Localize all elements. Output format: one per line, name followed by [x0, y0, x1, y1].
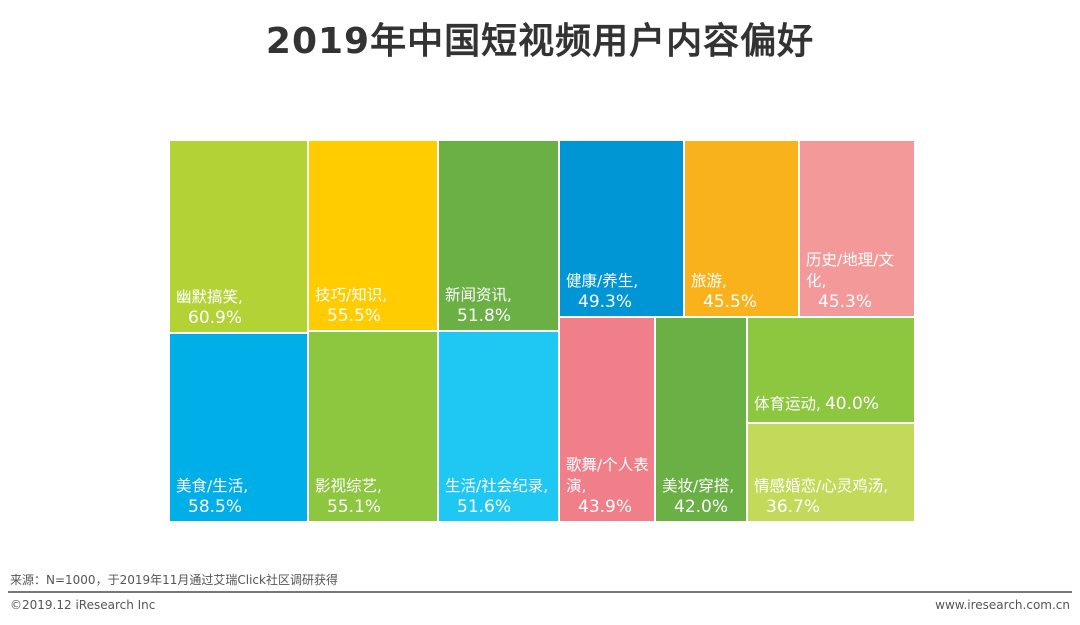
tile-label: 健康/养生, 49.3%	[560, 271, 683, 316]
tile-category: 健康/养生,	[566, 272, 639, 290]
treemap-tile: 健康/养生, 49.3%	[560, 141, 683, 316]
tile-label: 歌舞/个人表演, 43.9%	[560, 455, 654, 521]
tile-category: 美食/生活,	[176, 477, 249, 495]
footer-divider	[8, 591, 1072, 593]
tile-category: 情感婚恋/心灵鸡汤,	[754, 477, 889, 495]
tile-label: 幽默搞笑, 60.9%	[170, 287, 307, 332]
tile-value: 45.5%	[703, 292, 758, 312]
tile-value: 58.5%	[188, 497, 243, 517]
treemap-tile: 幽默搞笑, 60.9%	[170, 141, 307, 332]
tile-category: 旅游,	[691, 272, 727, 290]
tile-value: 60.9%	[188, 308, 243, 328]
tile-category: 技巧/知识,	[315, 286, 388, 304]
tile-label: 影视综艺, 55.1%	[309, 476, 437, 521]
tile-category: 体育运动,	[754, 395, 821, 413]
treemap-tile: 歌舞/个人表演, 43.9%	[560, 318, 654, 521]
tile-category: 历史/地理/文化,	[806, 251, 894, 290]
treemap-tile: 影视综艺, 55.1%	[309, 332, 437, 521]
tile-label: 体育运动, 40.0%	[748, 394, 914, 418]
tile-label: 新闻资讯, 51.8%	[439, 285, 558, 330]
tile-value: 49.3%	[578, 292, 633, 312]
source-note: 来源：N=1000，于2019年11月通过艾瑞Click社区调研获得	[10, 573, 338, 587]
treemap-tile: 新闻资讯, 51.8%	[439, 141, 558, 330]
tile-category: 幽默搞笑,	[176, 288, 243, 306]
treemap-tile: 美妆/穿搭, 42.0%	[656, 318, 746, 521]
tile-category: 新闻资讯,	[445, 286, 512, 304]
treemap-tile: 体育运动, 40.0%	[748, 318, 914, 422]
tile-value: 55.1%	[327, 497, 382, 517]
tile-value: 51.8%	[457, 306, 512, 326]
copyright: ©2019.12 iResearch Inc	[10, 598, 156, 612]
tile-category: 歌舞/个人表演,	[566, 456, 649, 495]
treemap-tile: 生活/社会纪录, 51.6%	[439, 332, 558, 521]
treemap-tile: 历史/地理/文化, 45.3%	[800, 141, 914, 316]
tile-value: 55.5%	[327, 306, 382, 326]
tile-value: 43.9%	[578, 497, 633, 517]
tile-value: 40.0%	[824, 394, 879, 414]
tile-label: 美食/生活, 58.5%	[170, 476, 307, 521]
tile-category: 美妆/穿搭,	[662, 477, 735, 495]
tile-label: 旅游, 45.5%	[685, 271, 798, 316]
tile-value: 45.3%	[818, 292, 873, 312]
tile-category: 生活/社会纪录,	[445, 477, 549, 495]
chart-title: 2019年中国短视频用户内容偏好	[265, 21, 815, 62]
tile-label: 生活/社会纪录, 51.6%	[439, 476, 558, 521]
treemap-tile: 情感婚恋/心灵鸡汤, 36.7%	[748, 424, 914, 521]
tile-label: 技巧/知识, 55.5%	[309, 285, 437, 330]
tile-label: 美妆/穿搭, 42.0%	[656, 476, 746, 521]
tile-value: 36.7%	[766, 497, 821, 517]
website: www.iresearch.com.cn	[935, 598, 1070, 612]
tile-label: 情感婚恋/心灵鸡汤, 36.7%	[748, 476, 914, 521]
tile-category: 影视综艺,	[315, 477, 382, 495]
treemap-tile: 旅游, 45.5%	[685, 141, 798, 316]
tile-label: 历史/地理/文化, 45.3%	[800, 250, 914, 316]
treemap-tile: 美食/生活, 58.5%	[170, 334, 307, 521]
tile-value: 42.0%	[674, 497, 729, 517]
tile-value: 51.6%	[457, 497, 512, 517]
treemap-tile: 技巧/知识, 55.5%	[309, 141, 437, 330]
